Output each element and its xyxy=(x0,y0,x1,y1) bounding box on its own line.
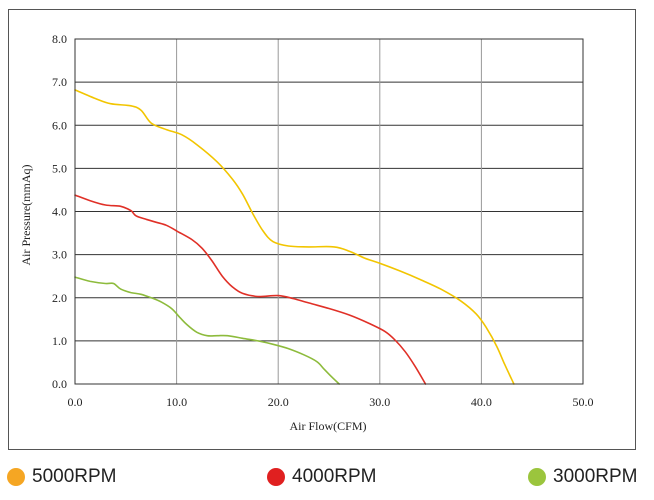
series-line-4000rpm xyxy=(74,194,427,385)
x-tick-label: 40.0 xyxy=(471,395,492,409)
legend-label: 4000RPM xyxy=(292,466,377,487)
x-tick-label: 10.0 xyxy=(166,395,187,409)
legend-label: 5000RPM xyxy=(32,466,117,487)
x-axis-title: Air Flow(CFM) xyxy=(289,419,366,433)
y-tick-label: 2.0 xyxy=(52,291,67,305)
legend-item-3000rpm: 3000RPM xyxy=(528,466,638,488)
x-axis-ticks: 0.0 10.0 20.0 30.0 40.0 50.0 xyxy=(68,395,594,409)
performance-curve-chart: 0.0 10.0 20.0 30.0 40.0 50.0 0.0 1.0 2.0 3.0 4.0 5… xyxy=(19,32,594,433)
y-axis-title: Air Pressure(mmAq) xyxy=(19,165,33,266)
plot-area-border xyxy=(74,38,584,385)
x-tick-label: 50.0 xyxy=(573,395,594,409)
legend: 5000RPM 4000RPM 3000RPM xyxy=(0,466,654,496)
legend-label: 3000RPM xyxy=(553,466,638,487)
y-tick-label: 7.0 xyxy=(52,75,67,89)
y-tick-label: 8.0 xyxy=(52,32,67,46)
y-axis-ticks: 0.0 1.0 2.0 3.0 4.0 5.0 6.0 7.0 8.0 xyxy=(52,32,67,391)
y-tick-label: 6.0 xyxy=(52,118,67,132)
chart-frame: 0.0 10.0 20.0 30.0 40.0 50.0 0.0 1.0 2.0 3.0 4.0 5… xyxy=(8,9,636,450)
grid-lines xyxy=(74,38,584,385)
y-tick-label: 4.0 xyxy=(52,205,67,219)
x-tick-label: 30.0 xyxy=(369,395,390,409)
legend-item-4000rpm: 4000RPM xyxy=(267,466,377,488)
legend-dot-icon xyxy=(7,468,25,486)
series-line-3000rpm xyxy=(74,276,340,385)
y-tick-label: 0.0 xyxy=(52,377,67,391)
y-tick-label: 1.0 xyxy=(52,334,67,348)
y-tick-label: 5.0 xyxy=(52,161,67,175)
series-line-5000rpm xyxy=(74,89,515,385)
series-layer xyxy=(74,89,515,385)
legend-dot-icon xyxy=(267,468,285,486)
plot-border xyxy=(74,38,584,385)
legend-item-5000rpm: 5000RPM xyxy=(7,466,117,488)
y-tick-label: 3.0 xyxy=(52,248,67,262)
x-tick-label: 20.0 xyxy=(268,395,289,409)
x-tick-label: 0.0 xyxy=(68,395,83,409)
legend-dot-icon xyxy=(528,468,546,486)
